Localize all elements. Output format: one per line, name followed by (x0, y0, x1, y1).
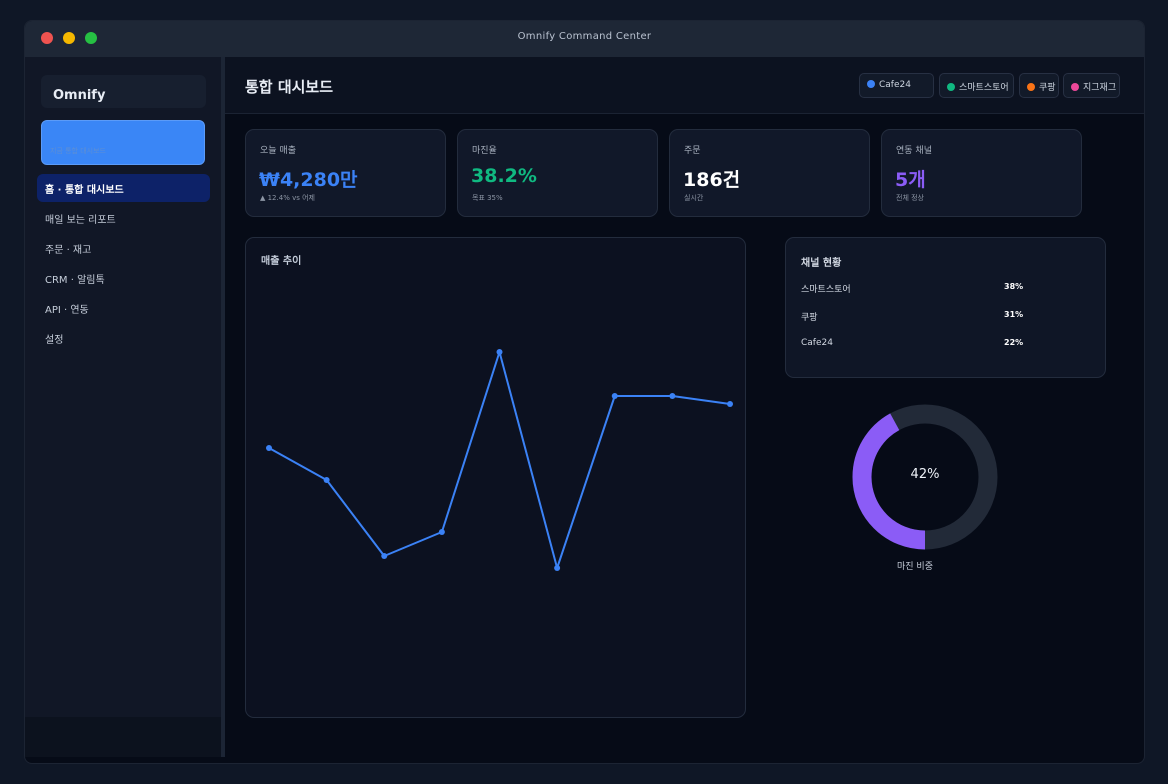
kpi-value: 5개 (895, 169, 926, 191)
channel-name: Cafe24 (801, 338, 833, 348)
chip-label: 쿠팡 (1039, 83, 1056, 93)
app-window: Omnify Command Center Omnify 지금 통합 대시보드 … (24, 20, 1145, 764)
sales-data-point-7[interactable] (611, 393, 618, 399)
title-bar: Omnify Command Center (25, 21, 1144, 57)
sales-trend-card: 매출 추이 (245, 237, 746, 718)
close-window-button[interactable] (41, 32, 53, 44)
sidebar-hero-card[interactable]: 지금 통합 대시보드 (41, 120, 205, 165)
channel-chip-smartstore[interactable]: 스마트스토어 (939, 73, 1014, 98)
sales-data-point-9[interactable] (727, 401, 733, 407)
channel-row[interactable]: 스마트스토어 38% (801, 282, 1051, 296)
status-dot-icon (1071, 83, 1079, 91)
status-dot-icon (867, 80, 875, 88)
chip-label: 지그재그 (1083, 83, 1117, 93)
brand-logo[interactable]: Omnify (41, 75, 206, 108)
kpi-value: 186건 (683, 169, 741, 191)
status-dot-icon (947, 83, 955, 91)
kpi-sub: ▲ 12.4% vs 어제 (260, 194, 315, 202)
channel-share: 22% (1004, 338, 1024, 347)
status-dot-icon (1027, 83, 1035, 91)
donut-value-arc (852, 404, 998, 550)
sidebar-item-orders-inventory[interactable]: 주문 · 재고 (45, 245, 92, 256)
kpi-label: 오늘 매출 (260, 146, 296, 156)
kpi-sub: 전체 정상 (896, 194, 924, 202)
sidebar-item-daily-report[interactable]: 매일 보는 리포트 (45, 215, 116, 226)
kpi-value: 38.2% (471, 165, 537, 187)
kpi-card-margin[interactable]: 마진율 38.2% 목표 35% (457, 129, 658, 217)
channel-status-card: 채널 현황 스마트스토어 38% 쿠팡 31% Cafe24 22% (785, 237, 1106, 378)
sales-trend-chart (266, 349, 733, 571)
sidebar: Omnify 지금 통합 대시보드 홈 · 통합 대시보드 매일 보는 리포트 … (25, 57, 221, 757)
channel-row[interactable]: 쿠팡 31% (801, 310, 1051, 324)
page-title: 통합 대시보드 (245, 78, 334, 96)
hero-card-text: 지금 통합 대시보드 (50, 147, 106, 155)
channel-share: 38% (1004, 282, 1024, 291)
sales-data-point-1[interactable] (266, 445, 272, 451)
donut-chart (852, 404, 998, 550)
kpi-label: 주문 (684, 146, 701, 156)
sales-series-line (268, 351, 731, 569)
kpi-sub: 목표 35% (472, 194, 503, 202)
channel-card-title: 채널 현황 (801, 258, 842, 269)
channel-chip-zigzag[interactable]: 지그재그 (1063, 73, 1120, 98)
sidebar-item-dashboard[interactable]: 홈 · 통합 대시보드 (37, 174, 210, 202)
chart-title: 매출 추이 (261, 256, 302, 267)
main-content: 통합 대시보드 Cafe24 스마트스토어 쿠팡 지그재그 오늘 매출 ₩4,2… (225, 57, 1144, 757)
kpi-label: 연동 채널 (896, 146, 932, 156)
sales-data-point-6[interactable] (554, 565, 561, 571)
sales-data-point-2[interactable] (323, 477, 330, 483)
minimize-window-button[interactable] (63, 32, 75, 44)
channel-chip-cafe24[interactable]: Cafe24 (859, 73, 934, 98)
sales-data-point-4[interactable] (438, 529, 445, 535)
kpi-sub: 실시간 (684, 194, 704, 202)
margin-donut: 42% (851, 403, 999, 551)
sidebar-item-api[interactable]: API · 연동 (45, 305, 89, 316)
window-title: Omnify Command Center (517, 31, 652, 42)
sidebar-footer (25, 717, 221, 757)
channel-row[interactable]: Cafe24 22% (801, 338, 1051, 352)
page-header: 통합 대시보드 Cafe24 스마트스토어 쿠팡 지그재그 (225, 57, 1144, 114)
channel-share: 31% (1004, 310, 1024, 319)
maximize-window-button[interactable] (85, 32, 97, 44)
sales-data-point-8[interactable] (669, 393, 676, 399)
channel-name: 쿠팡 (801, 313, 818, 323)
sidebar-item-crm[interactable]: CRM · 알림톡 (45, 275, 105, 286)
kpi-card-channels[interactable]: 연동 채널 5개 전체 정상 (881, 129, 1082, 217)
chip-label: Cafe24 (879, 80, 911, 90)
kpi-label: 마진율 (472, 146, 497, 156)
chip-label: 스마트스토어 (959, 83, 1009, 93)
sales-data-point-3[interactable] (381, 553, 388, 559)
sales-data-point-5[interactable] (496, 349, 503, 355)
kpi-value: ₩4,280만 (259, 169, 358, 191)
channel-chip-coupang[interactable]: 쿠팡 (1019, 73, 1059, 98)
sidebar-resize-handle[interactable] (221, 57, 225, 757)
donut-caption: 마진 비중 (897, 562, 933, 572)
channel-name: 스마트스토어 (801, 285, 851, 295)
sidebar-nav: 홈 · 통합 대시보드 매일 보는 리포트 주문 · 재고 CRM · 알림톡 … (37, 174, 210, 354)
sidebar-item-settings[interactable]: 설정 (45, 335, 64, 346)
kpi-card-orders[interactable]: 주문 186건 실시간 (669, 129, 870, 217)
kpi-card-sales[interactable]: 오늘 매출 ₩4,280만 ▲ 12.4% vs 어제 (245, 129, 446, 217)
donut-center-value: 42% (910, 467, 940, 482)
